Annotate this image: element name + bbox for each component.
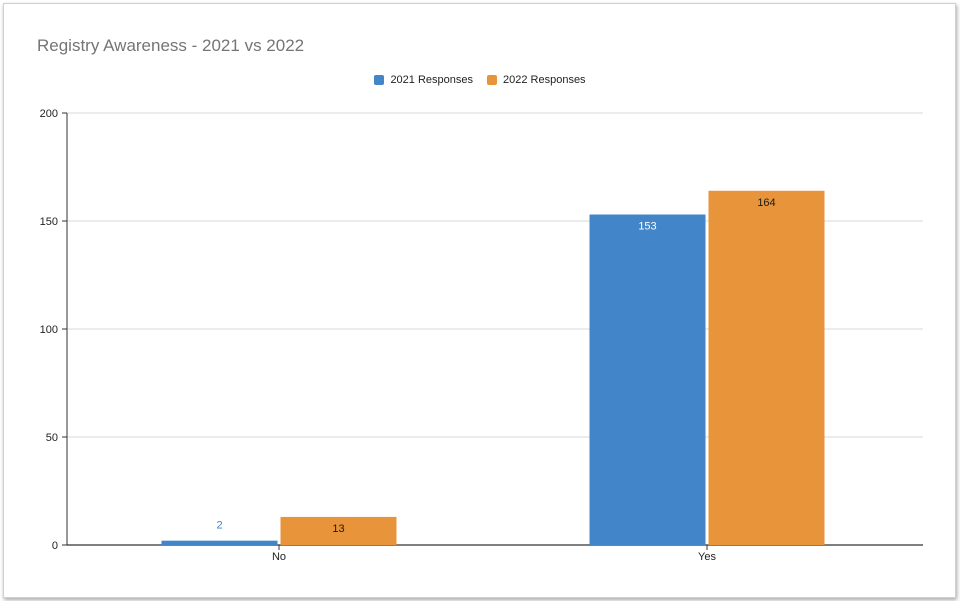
x-tick-label-yes: Yes [698,551,716,563]
legend-label-2021: 2021 Responses [390,74,473,86]
data-label-yes-series-1: 164 [757,197,775,209]
bar-no-series-1 [280,516,397,545]
y-tick-label-200: 200 [40,108,58,120]
data-label-no-series-1: 13 [332,523,344,535]
data-label-no-series-0: 2 [216,520,222,532]
y-tick-label-100: 100 [40,324,58,336]
legend-swatch-2021 [374,75,385,85]
y-tick-label-0: 0 [52,540,58,552]
y-tick-label-50: 50 [46,432,58,444]
data-label-yes-series-0: 153 [638,221,656,233]
legend-label-2022: 2022 Responses [503,74,586,86]
legend-item-2021: 2021 Responses [374,74,473,86]
legend-swatch-2022 [487,75,497,85]
chart-legend: 2021 Responses 2022 Responses [0,74,960,86]
bar-yes-series-1 [708,190,825,545]
bar-no-series-0 [161,540,278,545]
chart-title: Registry Awareness - 2021 vs 2022 [37,36,305,55]
bar-yes-series-0 [589,214,706,545]
x-tick-label-no: No [272,551,286,563]
y-tick-label-150: 150 [40,216,58,228]
legend-item-2022: 2022 Responses [487,74,586,86]
